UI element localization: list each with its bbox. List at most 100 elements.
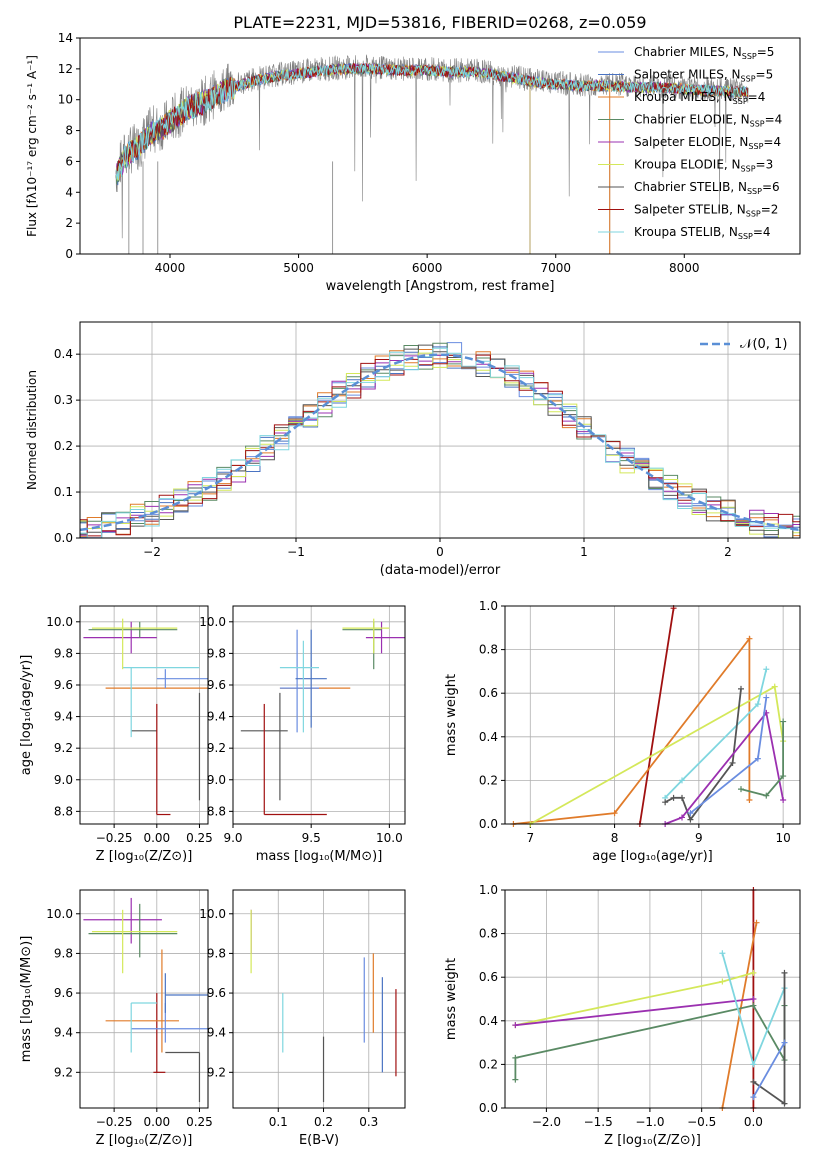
weight-series-line — [513, 636, 751, 825]
weight-point-marker — [750, 1002, 757, 1009]
weight-point-marker — [750, 996, 757, 1002]
weight-point-marker — [512, 1022, 519, 1029]
weight-point-marker — [662, 799, 669, 806]
y-tick-label: 9.4 — [207, 710, 226, 724]
legend-entry: Chabrier MILES, NSSP=5 — [634, 45, 774, 61]
weight-series-line — [689, 697, 768, 814]
x-tick-label: 9.0 — [223, 831, 242, 845]
weight-point-marker — [753, 919, 760, 926]
weight-series-line — [515, 998, 754, 1027]
axes-frame — [232, 889, 406, 1109]
y-tick-label: 9.6 — [54, 678, 73, 692]
x-tick-label: 2 — [724, 545, 732, 559]
weight-point-marker — [512, 1076, 519, 1083]
x-tick-label: 0.00 — [143, 1115, 170, 1129]
weight-point-marker — [729, 759, 736, 766]
weight-point-marker — [771, 683, 778, 690]
weight-series-line — [740, 721, 784, 797]
age-vs-mass-panel: 9.0 9.5 10.0 8.8 9.0 9.2 9.4 9.6 9.8 10.0 mass [lo… — [199, 605, 406, 864]
y-tick-label: 0.8 — [479, 927, 498, 941]
x-tick-label: 0.1 — [269, 1115, 288, 1129]
weight-point-marker — [719, 978, 726, 985]
x-tick-label: 0.2 — [314, 1115, 333, 1129]
weight-vs-age-panel: 7 8 9 10 0.0 0.2 0.4 0.6 0.8 1.0 age [log₁₀(age/yr… — [444, 599, 801, 864]
y-tick-label: 8.8 — [54, 804, 73, 818]
weight-vs-metallicity-panel: −2.0 −1.5 −1.0 −0.5 0.0 0.0 0.2 0.4 0.6 0.8 1.0 Z [… — [444, 883, 801, 1148]
y-tick-label: 2 — [65, 216, 73, 230]
weight-point-marker — [738, 685, 744, 692]
weight-series-line — [664, 688, 742, 822]
x-tick-label: 7000 — [540, 261, 571, 275]
y-tick-label: 9.8 — [54, 946, 73, 960]
y-tick-label: 1.0 — [479, 599, 498, 613]
y-tick-label: 9.2 — [207, 741, 226, 755]
x-tick-label: −0.25 — [96, 1115, 133, 1129]
y-tick-label: 0.2 — [54, 439, 73, 453]
y-tick-label: 9.8 — [207, 646, 226, 660]
y-axis-label: mass weight — [444, 958, 459, 1040]
y-tick-label: 9.4 — [54, 710, 73, 724]
x-tick-label: 0.25 — [186, 1115, 213, 1129]
axes-frame — [79, 321, 801, 539]
y-tick-label: 9.2 — [54, 741, 73, 755]
x-tick-label: 0 — [436, 545, 444, 559]
y-tick-label: 0.2 — [479, 773, 498, 787]
weight-point-marker — [754, 755, 761, 762]
model-spectrum-line — [115, 62, 748, 181]
y-tick-label: 8 — [65, 124, 73, 138]
y-tick-label: 0.4 — [479, 730, 498, 744]
legend-entry: Chabrier STELIB, NSSP=6 — [634, 180, 780, 196]
x-tick-label: 7 — [526, 831, 534, 845]
legend-entry: Salpeter MILES, NSSP=5 — [634, 68, 773, 84]
spectrum-panel: 4000 5000 6000 7000 8000 0 2 4 6 8 10 12 14 wavelengt… — [25, 31, 801, 294]
x-axis-label: mass [log₁₀(M/M⊙)] — [256, 849, 383, 864]
x-axis-label: age [log₁₀(age/yr)] — [592, 849, 713, 864]
x-tick-label: −2.0 — [532, 1115, 561, 1129]
weight-point-marker — [763, 694, 770, 701]
y-axis-label: Normed distribution — [25, 370, 39, 490]
residual-histogram — [80, 354, 800, 536]
residual-histogram — [80, 342, 800, 538]
residual-histogram — [80, 354, 800, 537]
y-tick-label: 10.0 — [199, 615, 226, 629]
weight-series-line — [515, 971, 754, 1027]
weight-point-marker — [781, 1039, 788, 1046]
mass-vs-metallicity-panel: −0.25 0.00 0.25 9.2 9.4 9.6 9.8 10.0 Z [log₁₀(Z/… — [19, 889, 213, 1148]
x-tick-label: 1 — [580, 545, 588, 559]
legend-entry: Salpeter ELODIE, NSSP=4 — [634, 135, 781, 151]
figure-title: PLATE=2231, MJD=53816, FIBERID=0268, z=0… — [233, 13, 646, 32]
weight-point-marker — [719, 950, 726, 957]
y-tick-label: 0.2 — [479, 1057, 498, 1071]
x-axis-label: Z [log₁₀(Z/Z⊙)] — [96, 849, 193, 864]
x-tick-label: 0.0 — [744, 1115, 763, 1129]
y-tick-label: 0.0 — [54, 531, 73, 545]
y-tick-label: 9.4 — [54, 1026, 73, 1040]
weight-series-line — [664, 710, 784, 825]
x-tick-label: −1.0 — [635, 1115, 664, 1129]
weight-point-marker — [687, 810, 694, 817]
x-tick-label: 0.25 — [186, 831, 213, 845]
axes-frame — [79, 37, 801, 255]
y-tick-label: 10 — [58, 93, 73, 107]
y-tick-label: 9.8 — [207, 946, 226, 960]
weight-point-marker — [780, 797, 787, 804]
y-tick-label: 0.4 — [54, 347, 73, 361]
legend-entry: Kroupa STELIB, NSSP=4 — [634, 225, 771, 241]
axes-frame — [504, 889, 801, 1109]
x-tick-label: −0.25 — [96, 831, 133, 845]
weight-point-marker — [750, 1061, 757, 1068]
weight-point-marker — [611, 810, 618, 817]
weight-point-marker — [754, 701, 761, 708]
x-tick-label: 9 — [695, 831, 703, 845]
y-tick-label: 9.8 — [54, 646, 73, 660]
legend-entry: 𝒩(0, 1) — [740, 337, 787, 352]
y-tick-label: 9.0 — [54, 773, 73, 787]
x-tick-label: −1.5 — [584, 1115, 613, 1129]
x-tick-label: 10.0 — [376, 831, 403, 845]
weight-point-marker — [512, 1054, 519, 1061]
weight-point-marker — [750, 1078, 757, 1085]
y-tick-label: 9.6 — [207, 986, 226, 1000]
x-tick-label: 4000 — [155, 261, 186, 275]
legend-entry: Kroupa ELODIE, NSSP=3 — [634, 158, 773, 174]
